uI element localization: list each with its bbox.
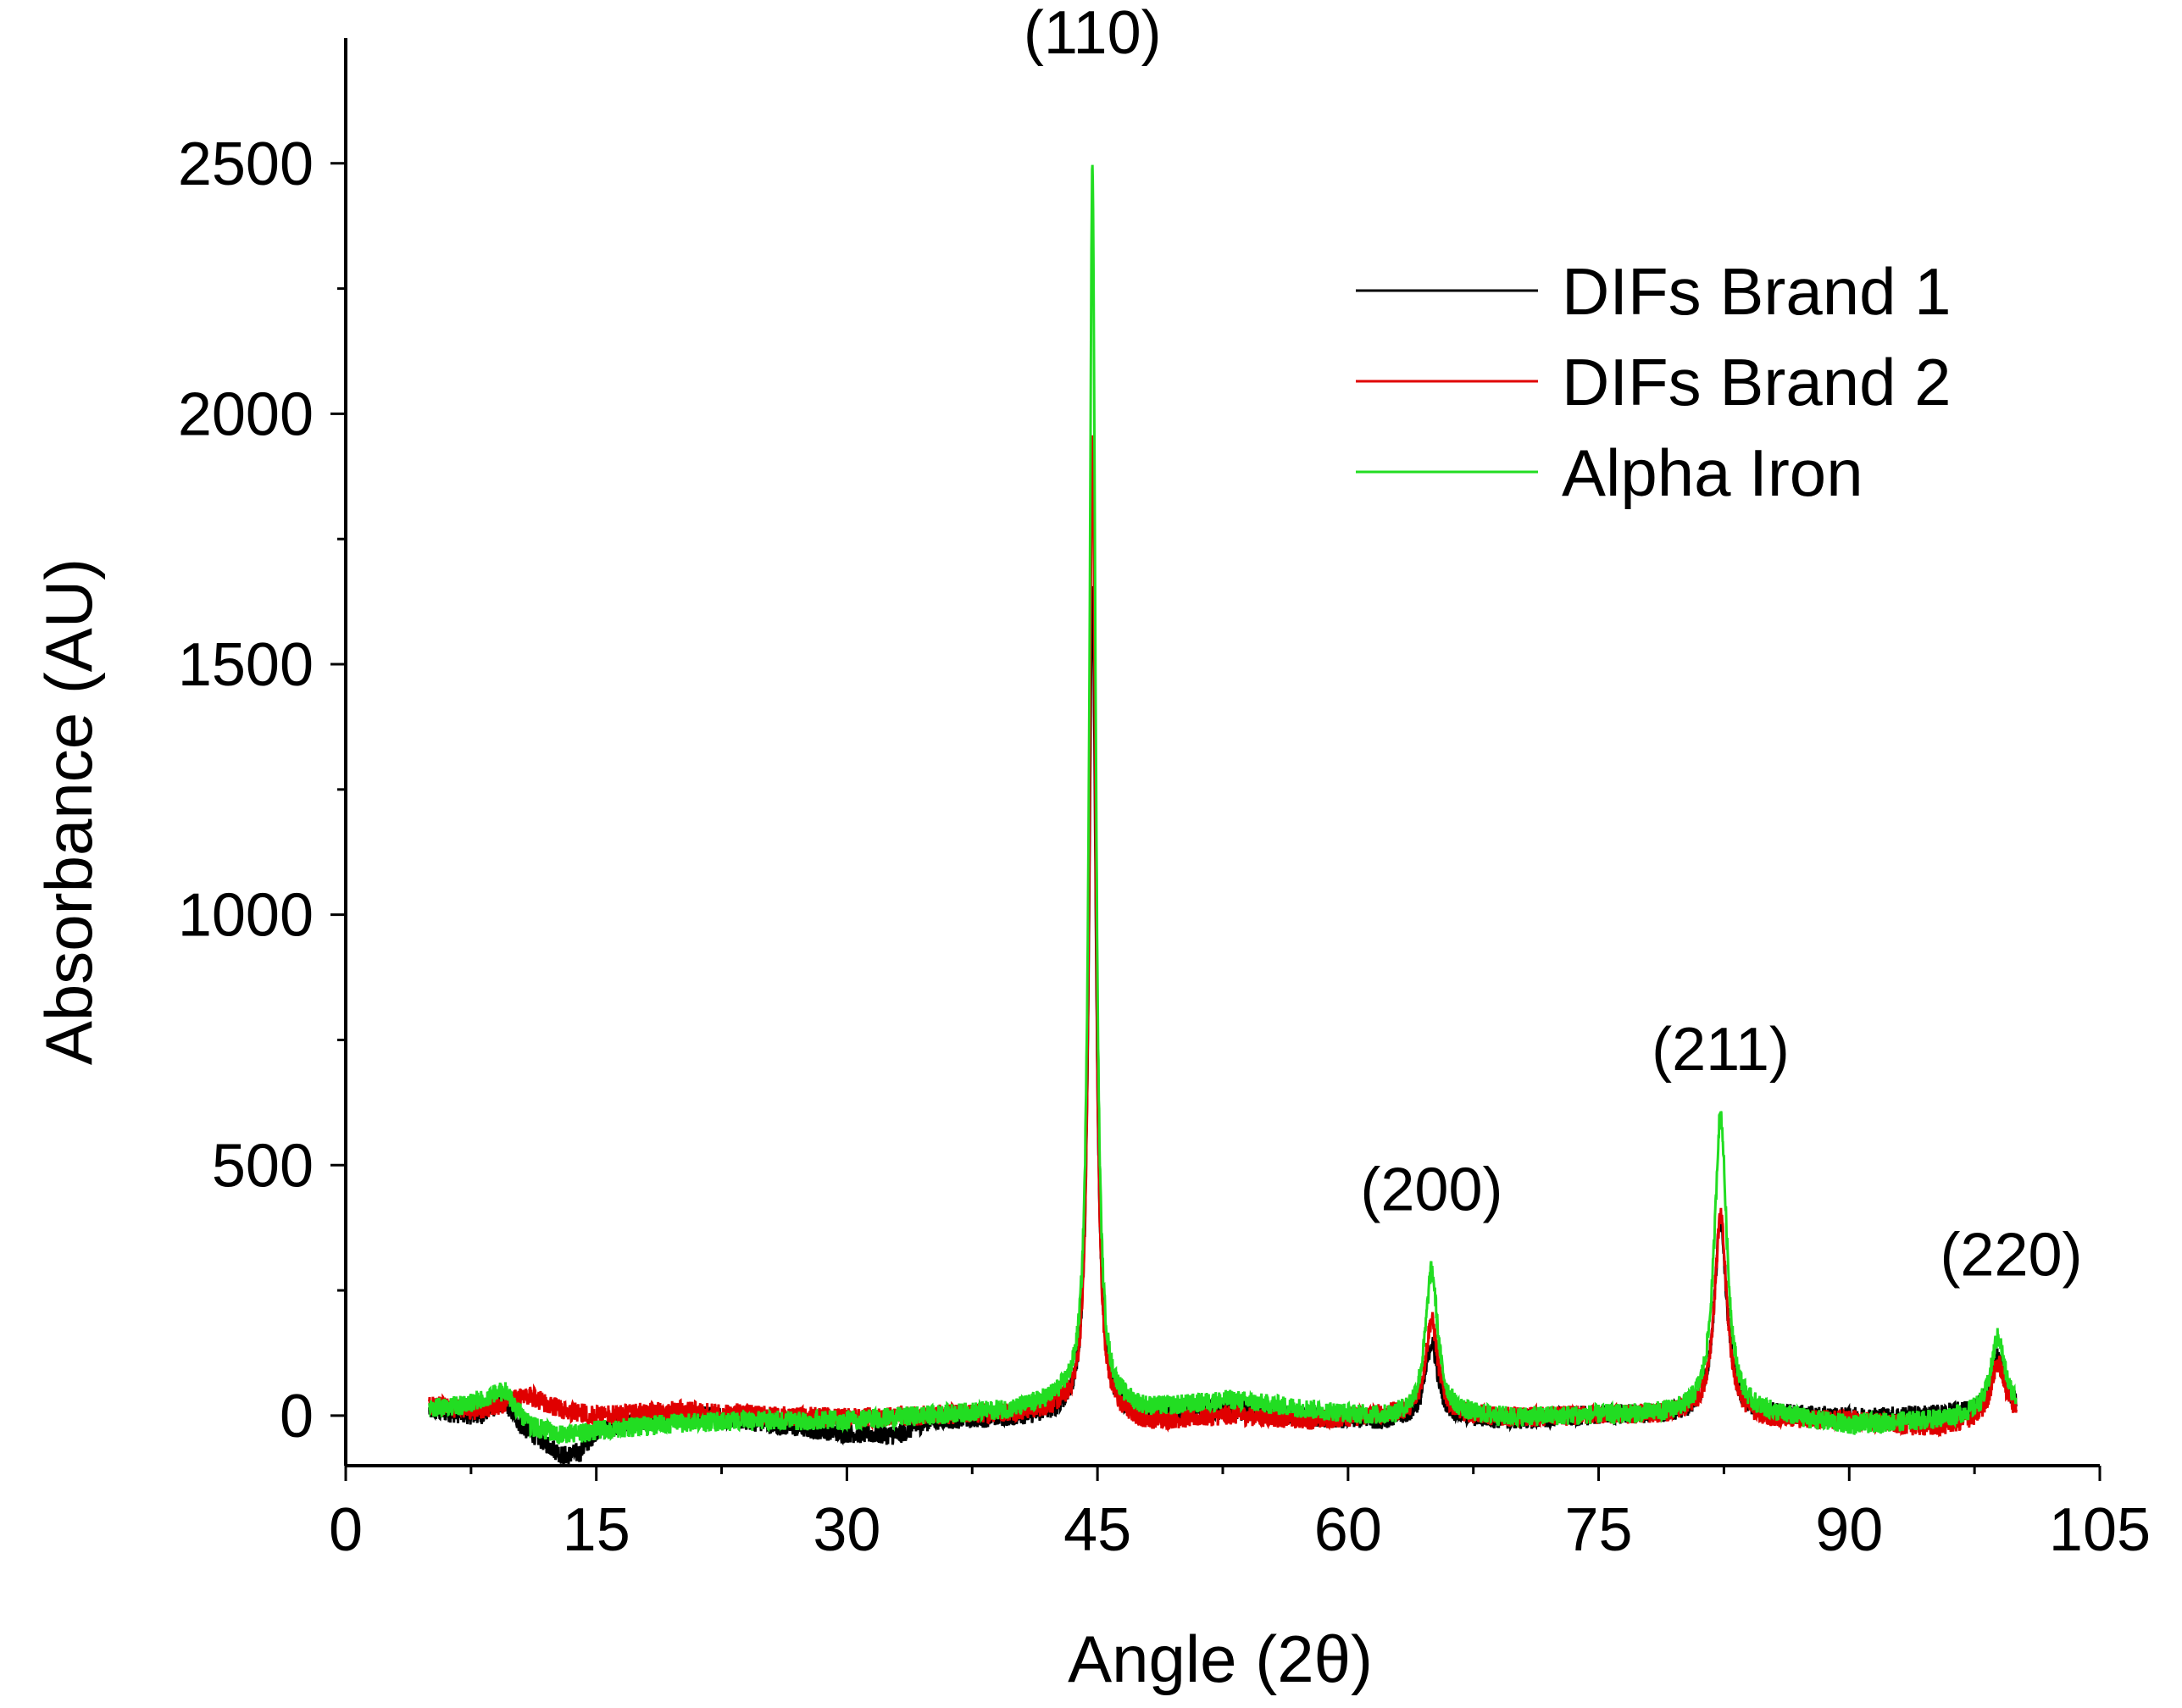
y-tick-label: 2500 <box>178 130 314 198</box>
peak-annotation: (200) <box>1360 1156 1502 1223</box>
x-tick-label: 0 <box>329 1496 363 1564</box>
x-tick-label: 15 <box>563 1496 630 1564</box>
series-line-3 <box>428 164 2018 1445</box>
y-axis-label: Absorbance (AU) <box>31 558 106 1065</box>
axes <box>344 38 2100 1467</box>
peak-annotation: (110) <box>1024 0 1162 67</box>
series-line-2 <box>428 435 2018 1438</box>
y-tick-label: 2000 <box>178 380 314 448</box>
x-tick-label: 75 <box>1565 1496 1633 1564</box>
x-tick-label: 105 <box>2049 1496 2151 1564</box>
legend: DIFs Brand 1 DIFs Brand 2 Alpha Iron <box>1356 254 1952 510</box>
y-tick-label: 1500 <box>178 631 314 699</box>
x-tick-label: 30 <box>813 1496 880 1564</box>
series-layer <box>428 164 2018 1465</box>
x-tick-label: 60 <box>1314 1496 1382 1564</box>
legend-label: DIFs Brand 1 <box>1562 254 1952 329</box>
y-tick-label: 1000 <box>178 882 314 950</box>
x-tick-label: 45 <box>1063 1496 1131 1564</box>
y-tick-label: 0 <box>280 1383 314 1450</box>
legend-label: DIFs Brand 2 <box>1562 345 1952 419</box>
x-axis-label: Angle (2θ) <box>1068 1622 1373 1696</box>
y-tick-label: 500 <box>212 1132 314 1200</box>
x-tick-label: 90 <box>1815 1496 1883 1564</box>
ticks: 0 15 30 45 60 75 90 105 0 500 1000 1500 2000 2500 <box>178 130 2151 1564</box>
peak-annotation: (220) <box>1940 1221 2082 1289</box>
legend-label: Alpha Iron <box>1562 435 1863 510</box>
peak-annotations: (110) (200) (211) (220) <box>1024 0 2083 1289</box>
peak-annotation: (211) <box>1652 1016 1790 1084</box>
